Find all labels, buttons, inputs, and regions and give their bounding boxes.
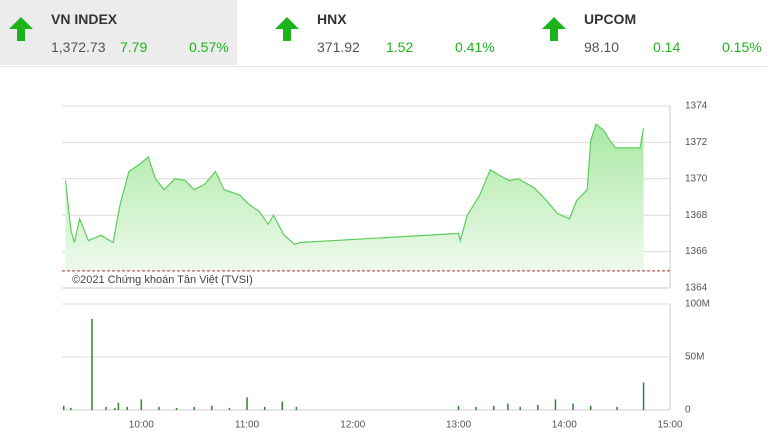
volume-bar [537,404,539,410]
x-tick-label: 10:00 [129,420,154,431]
y-tick-label: 50M [685,352,704,363]
y-tick-label: 1374 [685,101,708,112]
volume-bar [295,406,298,410]
y-tick-label: 0 [685,405,691,416]
index-change: 0.14 [653,39,681,55]
volume-bar [158,406,160,410]
x-tick-label: 12:00 [340,420,365,431]
volume-bar [117,402,120,410]
index-tile[interactable]: HNX 371.92 1.52 0.41% [266,0,503,65]
volume-bar [246,397,248,410]
volume-bar [175,407,178,410]
index-value: 371.92 [317,39,360,55]
index-name: HNX [317,11,347,27]
volume-bar [642,382,645,410]
index-name: VN INDEX [51,11,118,27]
volume-bar [63,405,65,410]
volume-bar [572,403,574,410]
volume-bar [126,406,128,410]
volume-bar [475,406,477,410]
volume-bar [263,406,266,410]
volume-bar [193,406,195,410]
index-value: 1,372.73 [51,39,106,55]
index-percent: 0.15% [722,39,762,55]
y-tick-label: 1370 [685,173,708,184]
volume-bar [589,405,592,410]
price-line [64,123,645,245]
volume-bar [114,407,116,410]
index-name: UPCOM [584,11,637,27]
volume-bar [105,406,107,410]
y-tick-label: 1366 [685,246,708,257]
volume-bar [91,318,93,410]
index-tile[interactable]: VN INDEX 1,372.73 7.79 0.57% [0,0,237,65]
volume-bar [493,405,495,410]
volume-bar [519,406,521,410]
up-arrow [542,17,566,41]
index-percent: 0.41% [455,39,495,55]
index-value: 98.10 [584,39,620,55]
y-tick-label: 1368 [685,210,708,221]
volume-bar [554,399,557,410]
index-change: 1.52 [386,39,414,55]
up-arrow [9,17,33,41]
annotation: ©2021 Chứng khoán Tân Việt (TVSI) [72,274,253,286]
volume-bar [70,407,72,410]
index-bar: VN INDEX 1,372.73 7.79 0.57% HNX 371.92 1.52 0.… [0,0,767,67]
x-tick-label: 11:00 [235,420,260,431]
volume-bar [507,403,509,410]
index-change: 7.79 [120,39,148,55]
index-tile[interactable]: UPCOM 98.10 0.14 0.15% [533,0,767,65]
up-arrow [275,17,299,41]
x-tick-label: 15:00 [657,420,682,431]
y-tick-label: 1372 [685,137,708,148]
price-area [65,124,644,271]
x-tick-label: 13:00 [446,420,471,431]
volume-bar [140,399,143,410]
y-tick-label: 100M [685,299,710,310]
x-tick-label: 14:00 [552,420,577,431]
index-percent: 0.57% [189,39,229,55]
volume-bar [457,405,460,410]
volume-bar [281,401,284,410]
y-tick-label: 1364 [685,283,708,294]
volume-bar [616,406,618,410]
volume-bar [228,407,231,410]
volume-bar [211,405,213,410]
